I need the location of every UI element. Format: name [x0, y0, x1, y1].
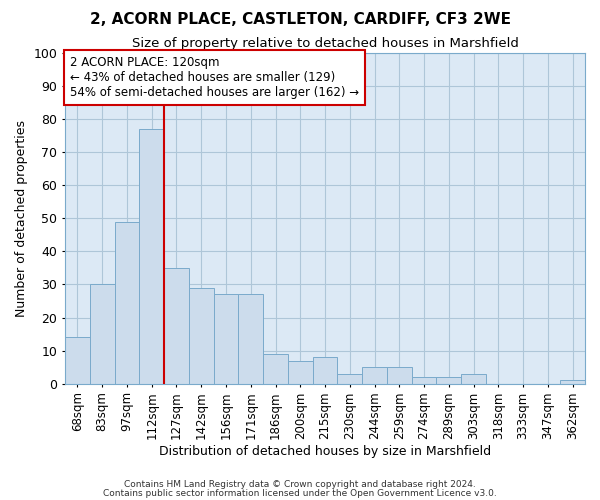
- Bar: [164, 268, 189, 384]
- Bar: [238, 294, 263, 384]
- Bar: [362, 367, 387, 384]
- Text: 2 ACORN PLACE: 120sqm
← 43% of detached houses are smaller (129)
54% of semi-det: 2 ACORN PLACE: 120sqm ← 43% of detached …: [70, 56, 359, 100]
- Bar: [263, 354, 288, 384]
- Text: Contains HM Land Registry data © Crown copyright and database right 2024.: Contains HM Land Registry data © Crown c…: [124, 480, 476, 489]
- Bar: [288, 360, 313, 384]
- Bar: [214, 294, 238, 384]
- Bar: [337, 374, 362, 384]
- Bar: [560, 380, 585, 384]
- Bar: [90, 284, 115, 384]
- Text: 2, ACORN PLACE, CASTLETON, CARDIFF, CF3 2WE: 2, ACORN PLACE, CASTLETON, CARDIFF, CF3 …: [89, 12, 511, 28]
- Bar: [139, 129, 164, 384]
- Text: Contains public sector information licensed under the Open Government Licence v3: Contains public sector information licen…: [103, 489, 497, 498]
- Y-axis label: Number of detached properties: Number of detached properties: [15, 120, 28, 317]
- Bar: [189, 288, 214, 384]
- X-axis label: Distribution of detached houses by size in Marshfield: Distribution of detached houses by size …: [159, 444, 491, 458]
- Title: Size of property relative to detached houses in Marshfield: Size of property relative to detached ho…: [131, 38, 518, 51]
- Bar: [461, 374, 486, 384]
- Bar: [436, 377, 461, 384]
- Bar: [65, 338, 90, 384]
- Bar: [313, 357, 337, 384]
- Bar: [115, 222, 139, 384]
- Bar: [412, 377, 436, 384]
- Bar: [387, 367, 412, 384]
